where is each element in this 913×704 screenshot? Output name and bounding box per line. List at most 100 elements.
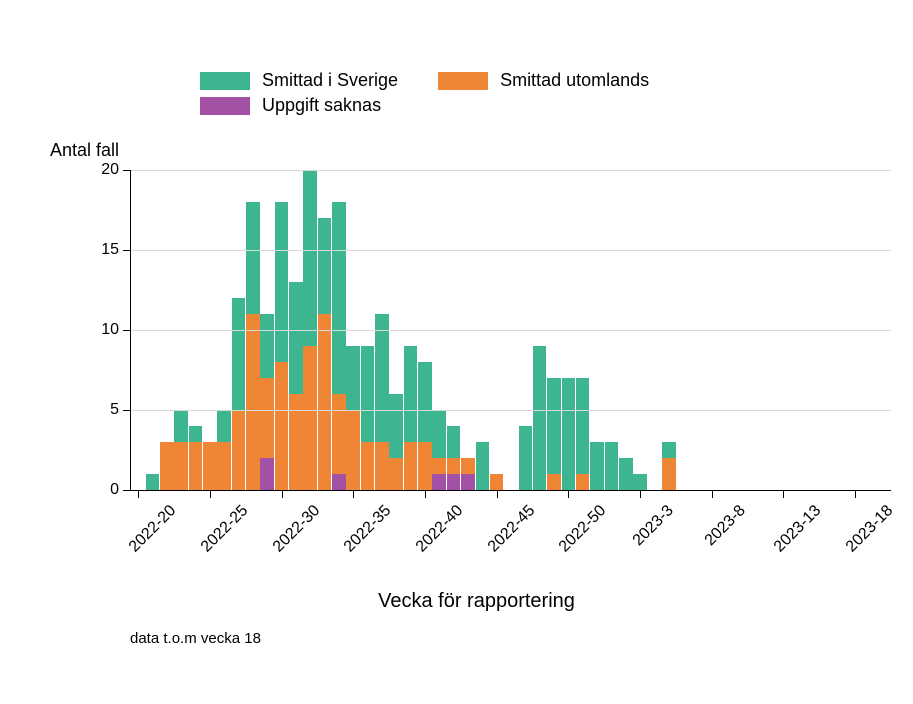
bar-stack bbox=[389, 394, 403, 490]
x-tick-label: 2023-8 bbox=[701, 502, 749, 550]
x-tick-label: 2023-18 bbox=[843, 502, 897, 556]
bar-segment-utomlands bbox=[375, 442, 389, 490]
bar-segment-utomlands bbox=[246, 314, 260, 490]
bar-segment-utomlands bbox=[275, 362, 289, 490]
bar-stack bbox=[189, 426, 203, 490]
x-tick-label: 2022-20 bbox=[126, 502, 180, 556]
legend-label: Smittad utomlands bbox=[500, 70, 649, 91]
legend-swatch bbox=[438, 72, 488, 90]
bar-segment-sverige bbox=[318, 218, 332, 314]
y-tick-label: 5 bbox=[110, 401, 119, 419]
x-tick-label: 2022-25 bbox=[198, 502, 252, 556]
y-tick bbox=[123, 170, 131, 171]
bar-stack bbox=[260, 314, 274, 490]
bar-segment-sverige bbox=[404, 346, 418, 442]
bar-stack bbox=[232, 298, 246, 490]
bar-segment-sverige bbox=[303, 170, 317, 346]
bar-segment-saknas bbox=[461, 474, 475, 490]
legend-swatch bbox=[200, 97, 250, 115]
bar-segment-utomlands bbox=[232, 410, 246, 490]
bar-segment-utomlands bbox=[547, 474, 561, 490]
bar-segment-utomlands bbox=[332, 394, 346, 474]
bar-segment-saknas bbox=[432, 474, 446, 490]
bar-segment-sverige bbox=[447, 426, 461, 458]
x-tick bbox=[425, 490, 426, 498]
y-axis-title: Antal fall bbox=[50, 140, 119, 161]
x-tick bbox=[568, 490, 569, 498]
x-tick-label: 2023-3 bbox=[630, 502, 678, 550]
bar-stack bbox=[533, 346, 547, 490]
bar-segment-utomlands bbox=[432, 458, 446, 474]
chart-footnote: data t.o.m vecka 18 bbox=[130, 630, 261, 647]
bar-stack bbox=[289, 282, 303, 490]
bar-segment-utomlands bbox=[189, 442, 203, 490]
bar-stack bbox=[346, 346, 360, 490]
bar-segment-sverige bbox=[361, 346, 375, 442]
bar-segment-utomlands bbox=[303, 346, 317, 490]
bar-stack bbox=[432, 410, 446, 490]
bar-segment-sverige bbox=[289, 282, 303, 394]
x-tick bbox=[138, 490, 139, 498]
bar-stack bbox=[318, 218, 332, 490]
bar-segment-sverige bbox=[189, 426, 203, 442]
gridline bbox=[131, 250, 891, 251]
bar-segment-saknas bbox=[260, 458, 274, 490]
plot-area: 05101520 2022-202022-252022-302022-35202… bbox=[130, 170, 891, 491]
bar-segment-sverige bbox=[533, 346, 547, 490]
bar-segment-utomlands bbox=[217, 442, 231, 490]
bar-segment-sverige bbox=[562, 378, 576, 490]
gridline bbox=[131, 170, 891, 171]
bar-segment-sverige bbox=[146, 474, 160, 490]
gridline bbox=[131, 410, 891, 411]
bar-stack bbox=[160, 442, 174, 490]
x-tick-label: 2022-35 bbox=[341, 502, 395, 556]
bar-segment-sverige bbox=[605, 442, 619, 490]
x-tick bbox=[783, 490, 784, 498]
bar-segment-utomlands bbox=[361, 442, 375, 490]
y-tick bbox=[123, 330, 131, 331]
bar-segment-utomlands bbox=[260, 378, 274, 458]
bar-segment-sverige bbox=[576, 378, 590, 474]
bar-stack bbox=[633, 474, 647, 490]
bar-segment-utomlands bbox=[389, 458, 403, 490]
x-tick-label: 2023-13 bbox=[771, 502, 825, 556]
x-tick bbox=[497, 490, 498, 498]
bar-segment-utomlands bbox=[490, 474, 504, 490]
bar-stack bbox=[461, 458, 475, 490]
y-tick-label: 10 bbox=[101, 321, 119, 339]
bar-stack bbox=[404, 346, 418, 490]
bar-segment-utomlands bbox=[160, 442, 174, 490]
bar-segment-sverige bbox=[260, 314, 274, 378]
bar-segment-sverige bbox=[476, 442, 490, 490]
bar-segment-sverige bbox=[418, 362, 432, 442]
x-axis-title: Vecka för rapportering bbox=[20, 590, 913, 613]
bar-segment-sverige bbox=[389, 394, 403, 458]
bar-stack bbox=[146, 474, 160, 490]
bar-segment-utomlands bbox=[447, 458, 461, 474]
bar-stack bbox=[361, 346, 375, 490]
x-tick-label: 2022-50 bbox=[556, 502, 610, 556]
x-tick-label: 2022-40 bbox=[413, 502, 467, 556]
bar-stack bbox=[547, 378, 561, 490]
gridline bbox=[131, 330, 891, 331]
bar-stack bbox=[332, 202, 346, 490]
bar-segment-sverige bbox=[346, 346, 360, 410]
legend-swatch bbox=[200, 72, 250, 90]
legend-item-saknas: Uppgift saknas bbox=[200, 95, 460, 116]
legend-item-sverige: Smittad i Sverige bbox=[200, 70, 398, 91]
x-tick bbox=[282, 490, 283, 498]
legend: Smittad i Sverige Smittad utomlands Uppg… bbox=[200, 70, 800, 120]
bar-segment-sverige bbox=[332, 202, 346, 394]
legend-item-utomlands: Smittad utomlands bbox=[438, 70, 649, 91]
bar-segment-sverige bbox=[547, 378, 561, 474]
x-tick bbox=[210, 490, 211, 498]
x-tick bbox=[855, 490, 856, 498]
bar-segment-saknas bbox=[447, 474, 461, 490]
bar-segment-utomlands bbox=[346, 410, 360, 490]
y-tick-label: 15 bbox=[101, 241, 119, 259]
bar-stack bbox=[418, 362, 432, 490]
bar-stack bbox=[490, 474, 504, 490]
bar-segment-sverige bbox=[432, 410, 446, 458]
bar-segment-sverige bbox=[375, 314, 389, 442]
bar-stack bbox=[590, 442, 604, 490]
